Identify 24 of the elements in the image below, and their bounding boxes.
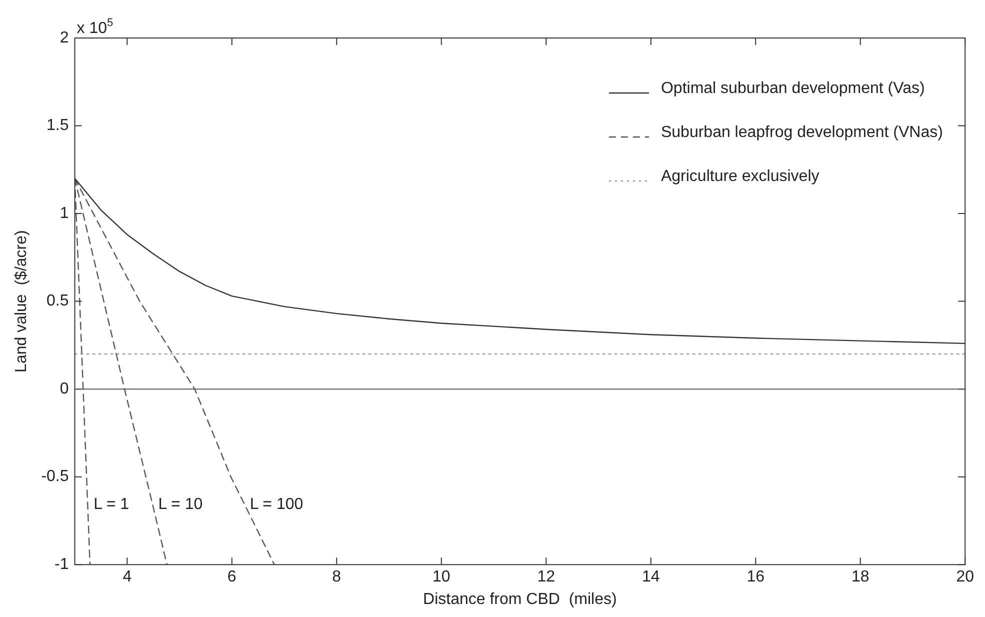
y-tick-label: 0: [60, 380, 69, 398]
y-tick-label: 2: [60, 29, 69, 46]
x-tick-label: 8: [332, 568, 342, 586]
x-tick-label: 18: [851, 568, 870, 586]
y-tick-label: 1.5: [46, 117, 69, 134]
x-axis-title: Distance from CBD (miles): [423, 590, 617, 608]
annotation: L = 100: [250, 496, 304, 514]
x-tick-label: 16: [746, 568, 765, 586]
y-tick-label: 1: [60, 204, 69, 222]
x-tick-label: 4: [122, 568, 132, 586]
x-tick-label: 14: [642, 568, 660, 586]
legend-label: Agriculture exclusively: [660, 168, 820, 185]
legend-label: Optimal suburban development (Vas): [660, 80, 925, 97]
x-tick-label: 10: [432, 568, 450, 586]
y-tick-label: -0.5: [41, 468, 69, 486]
annotation: L = 1: [94, 496, 130, 514]
x-tick-label: 6: [227, 568, 236, 586]
x-tick-label: 20: [956, 568, 974, 586]
x-tick-label: 12: [537, 568, 556, 586]
y-axis-title: Land value ($/acre): [13, 230, 30, 372]
y-tick-label: -1: [54, 556, 69, 574]
legend-label: Suburban leapfrog development (VNas): [660, 124, 943, 141]
annotation: L = 10: [158, 496, 203, 514]
y-tick-label: 0.5: [46, 292, 69, 310]
